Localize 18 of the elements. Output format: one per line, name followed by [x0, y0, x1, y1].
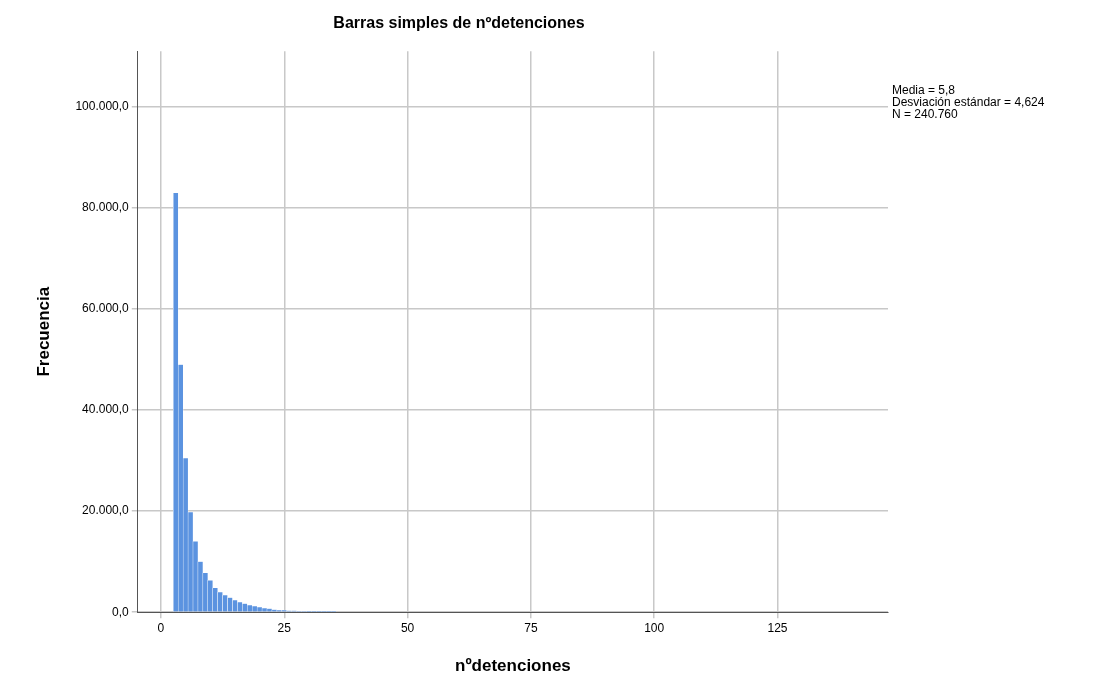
y-tick-label: 80.000,0: [82, 200, 130, 215]
x-tick-label: 100: [644, 620, 665, 635]
y-tick-label: 0,0: [112, 604, 130, 619]
x-tick-label: 75: [524, 620, 538, 635]
text: Media = 5,8: [892, 83, 957, 97]
x-tick-label: 50: [400, 620, 415, 635]
y-tick-label: 100.000,0: [75, 99, 130, 114]
x-axis-title: nºdetenciones: [454, 656, 571, 676]
y-axis-title: Frecuencia: [33, 286, 53, 377]
y-tick-label: 40.000,0: [82, 402, 130, 417]
x-tick-label: 125: [767, 620, 788, 635]
y-tick-label: 60.000,0: [82, 301, 130, 316]
x-tick-label: 25: [277, 620, 292, 635]
text: N = 240.760: [892, 107, 959, 121]
chart-title: Barras simples de nºdetenciones: [333, 14, 585, 32]
y-tick-label: 20.000,0: [82, 503, 130, 518]
text: Desviación estándar = 4,624: [892, 95, 1045, 109]
x-tick-label: 0: [157, 620, 165, 635]
